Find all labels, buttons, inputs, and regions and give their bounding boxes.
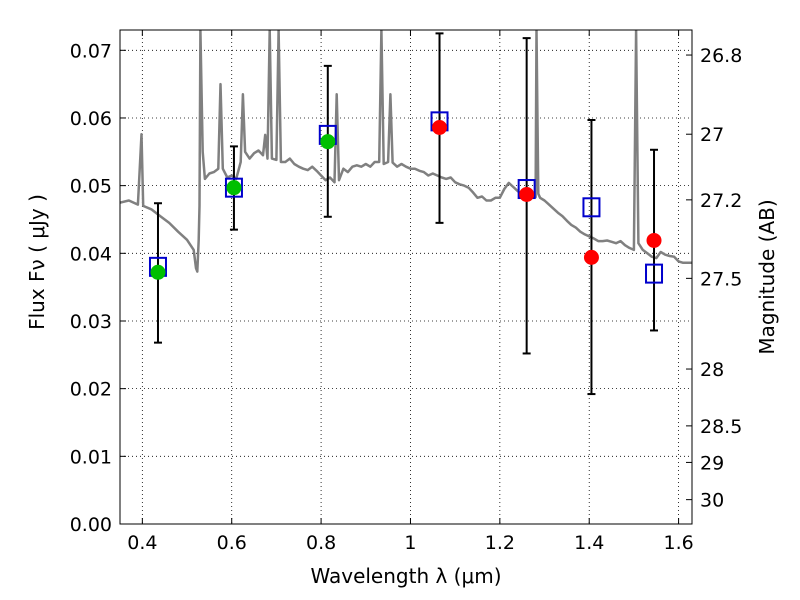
y-tick-label: 0.03: [70, 311, 112, 333]
markers-layer: [148, 32, 664, 396]
measured-point: [519, 186, 535, 202]
model-sed-layer: [120, 30, 692, 273]
x-tick-label: 1: [404, 532, 416, 554]
right-axis-label: Magnitude (AB): [755, 199, 779, 354]
y-tick-label: 0.07: [70, 40, 112, 62]
y-tick-label: 0.01: [70, 446, 112, 468]
x-tick-label: 1.2: [485, 532, 515, 554]
grid-lines: [120, 30, 692, 525]
x-tick-label: 0.6: [217, 532, 247, 554]
right-tick-label: 30: [700, 490, 724, 512]
y-tick-label: 0.06: [70, 108, 112, 130]
y-tick-label: 0.02: [70, 379, 112, 401]
right-tick-label: 27.2: [700, 190, 742, 212]
axis-tick-labels: 0.4 0.6 0.8 1 1.2 1.4 1.6 0.00 0.01 0.02 0.03 0.04 0…: [70, 40, 743, 554]
measured-point: [320, 134, 336, 150]
right-tick-label: 26.8: [700, 45, 742, 67]
x-tick-label: 0.8: [306, 532, 336, 554]
measured-point: [150, 264, 166, 280]
measured-point: [646, 232, 662, 248]
y-tick-label: 0.04: [70, 243, 112, 265]
model-sed-line: [120, 30, 692, 273]
x-tick-label: 1.4: [574, 532, 604, 554]
model-photometry-square: [582, 197, 601, 218]
right-tick-label: 27: [700, 124, 724, 146]
measured-point: [226, 180, 242, 196]
x-axis-label: Wavelength λ (μm): [310, 564, 501, 588]
x-tick-label: 0.4: [127, 532, 157, 554]
right-tick-label: 29: [700, 452, 724, 474]
right-tick-label: 28.5: [700, 416, 742, 438]
right-tick-label: 28: [700, 359, 724, 381]
axis-ticks: [120, 30, 692, 525]
model-photometry-square: [224, 177, 243, 198]
right-tick-label: 27.5: [700, 268, 742, 290]
y-axis-label: Flux Fν ( μJy ): [25, 194, 49, 330]
measured-point: [432, 119, 448, 135]
model-photometry-square: [645, 263, 664, 284]
plot-frame: [119, 29, 693, 525]
y-tick-label: 0.05: [70, 176, 112, 198]
measured-point: [583, 249, 599, 265]
y-tick-label: 0.00: [70, 514, 112, 536]
x-tick-label: 1.6: [663, 532, 693, 554]
